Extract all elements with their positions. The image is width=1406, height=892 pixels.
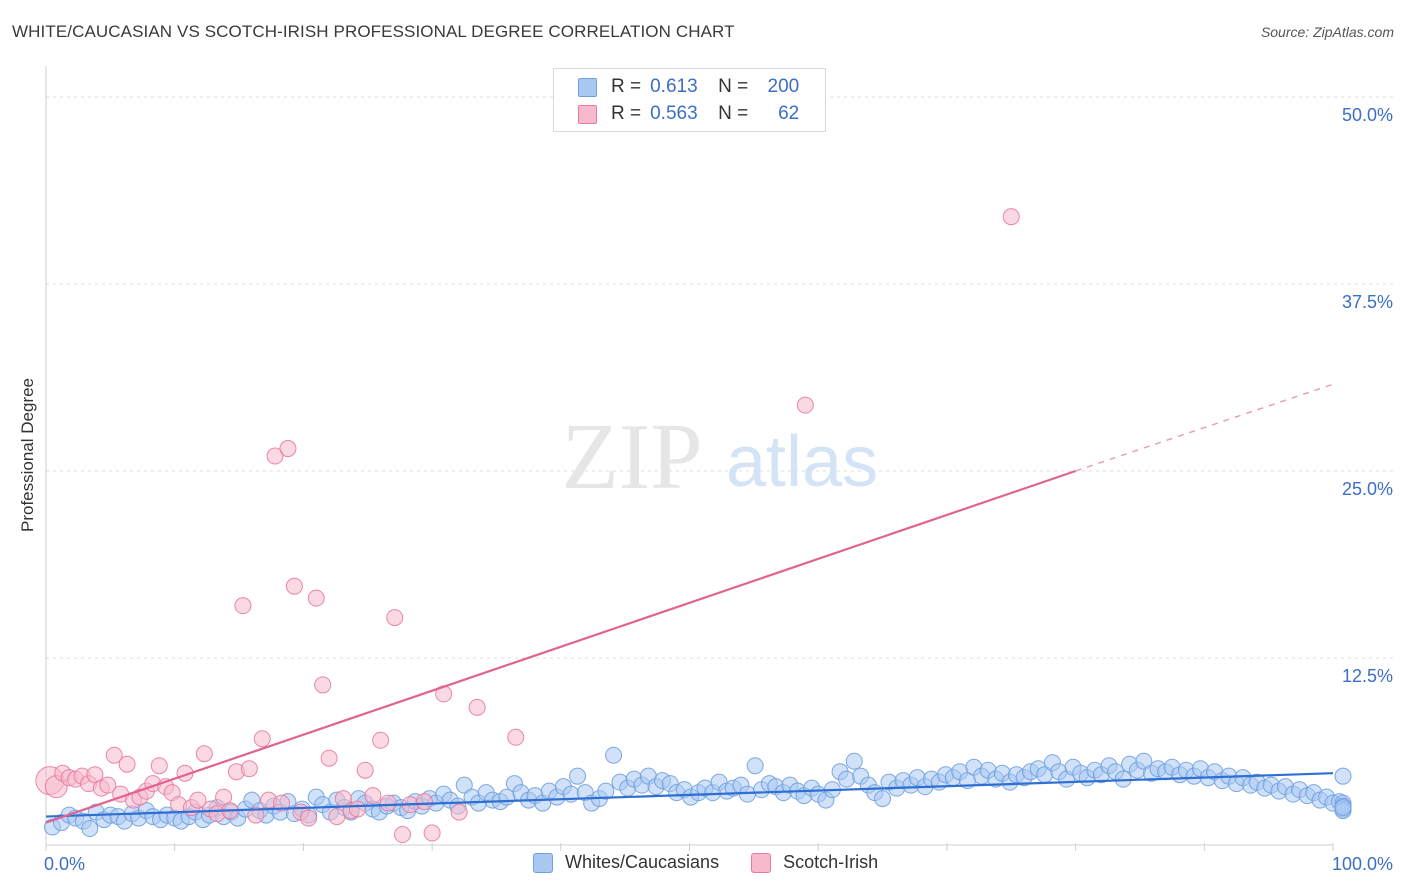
point-scotch-irish (99, 776, 117, 794)
legend-row-whites: R = 0.613 N = 200 (578, 75, 799, 99)
legend-box: R = 0.613 N = 200 R = 0.563 N = 62 (553, 68, 826, 132)
legend-n-label: N = (718, 103, 749, 124)
point-scotch-irish (468, 698, 486, 716)
point-whites (746, 757, 764, 775)
watermark-zip: ZIP (562, 405, 703, 509)
point-scotch-irish (240, 760, 258, 778)
point-scotch-irish (796, 396, 814, 414)
x-tick-label-max: 100.0% (1332, 854, 1393, 874)
point-whites (1334, 799, 1352, 817)
point-scotch-irish (266, 447, 284, 465)
point-scotch-irish (307, 589, 325, 607)
legend-r-value: 0.613 (650, 76, 698, 97)
point-scotch-irish (1002, 208, 1020, 226)
bottom-legend-label-scotch-irish: Scotch-Irish (783, 852, 879, 872)
bottom-legend-swatch-scotch-irish (751, 852, 772, 873)
point-scotch-irish (253, 730, 271, 748)
point-scotch-irish (393, 826, 411, 844)
point-scotch-irish (348, 800, 366, 818)
point-scotch-irish (314, 676, 332, 694)
legend-swatch-whites (578, 77, 597, 97)
bottom-legend: Whites/Caucasians Scotch-Irish (533, 852, 910, 873)
point-scotch-irish (279, 440, 297, 458)
point-scotch-irish (386, 609, 404, 627)
point-scotch-irish (195, 745, 213, 763)
source-credit: Source: ZipAtlas.com (1260, 24, 1394, 40)
grid-lines (46, 96, 1393, 659)
point-scotch-irish (356, 761, 374, 779)
legend-row-scotch-irish: R = 0.563 N = 62 (578, 102, 799, 126)
point-scotch-irish (450, 803, 468, 821)
legend-r-label: R = (611, 76, 642, 97)
point-scotch-irish (189, 791, 207, 809)
bottom-legend-label-whites: Whites/Caucasians (565, 852, 720, 872)
bottom-legend-whites[interactable]: Whites/Caucasians (533, 852, 719, 873)
point-whites (845, 752, 863, 770)
data-points (35, 208, 1352, 844)
point-whites (874, 790, 892, 808)
point-whites (81, 820, 99, 838)
point-scotch-irish (105, 746, 123, 764)
watermark: ZIP atlas (562, 405, 879, 509)
axes (45, 66, 1334, 851)
x-tick-label-min: 0.0% (44, 854, 85, 874)
point-scotch-irish (328, 808, 346, 826)
point-scotch-irish (423, 824, 441, 842)
point-whites (455, 776, 473, 794)
legend-r-value: 0.563 (650, 103, 698, 124)
point-whites (605, 746, 623, 764)
point-scotch-irish (372, 731, 390, 749)
point-scotch-irish (234, 597, 252, 615)
legend-n-value: 62 (778, 103, 800, 124)
legend-swatch-scotch-irish (578, 104, 597, 124)
point-scotch-irish (364, 787, 382, 805)
point-whites (597, 782, 615, 800)
trend-line-scotch-irish-projection (1075, 383, 1334, 472)
point-scotch-irish (150, 757, 168, 775)
point-scotch-irish (507, 728, 525, 746)
point-scotch-irish (379, 794, 397, 812)
y-tick-label: 50.0% (1342, 105, 1393, 125)
y-tick-label: 12.5% (1342, 666, 1393, 686)
chart-title: WHITE/CAUCASIAN VS SCOTCH-IRISH PROFESSI… (12, 22, 735, 41)
legend-n-label: N = (718, 76, 749, 97)
trend-lines (45, 383, 1334, 824)
y-tick-label: 37.5% (1342, 292, 1393, 312)
bottom-legend-swatch-whites (533, 852, 553, 873)
legend-n-value: 200 (767, 76, 800, 97)
point-scotch-irish (247, 806, 265, 824)
point-scotch-irish (118, 755, 136, 773)
point-whites (1135, 752, 1153, 770)
bottom-legend-scotch-irish[interactable]: Scotch-Irish (751, 852, 878, 873)
legend-r-label: R = (611, 103, 642, 124)
trend-line-scotch-irish (45, 469, 1076, 824)
point-scotch-irish (285, 577, 303, 595)
trend-line-whites (45, 772, 1334, 818)
watermark-atlas: atlas (726, 422, 878, 502)
tick-labels: 12.5% 25.0% 37.5% 50.0% 0.0% 100.0% (44, 105, 1393, 874)
point-scotch-irish (415, 793, 433, 811)
point-whites (569, 767, 587, 785)
y-tick-label: 25.0% (1342, 479, 1393, 499)
point-whites (1334, 767, 1352, 785)
point-scotch-irish (273, 794, 291, 812)
point-scotch-irish (300, 809, 318, 827)
point-scotch-irish (320, 749, 338, 767)
y-axis-label: Professional Degree (18, 377, 37, 533)
point-whites (838, 770, 856, 788)
